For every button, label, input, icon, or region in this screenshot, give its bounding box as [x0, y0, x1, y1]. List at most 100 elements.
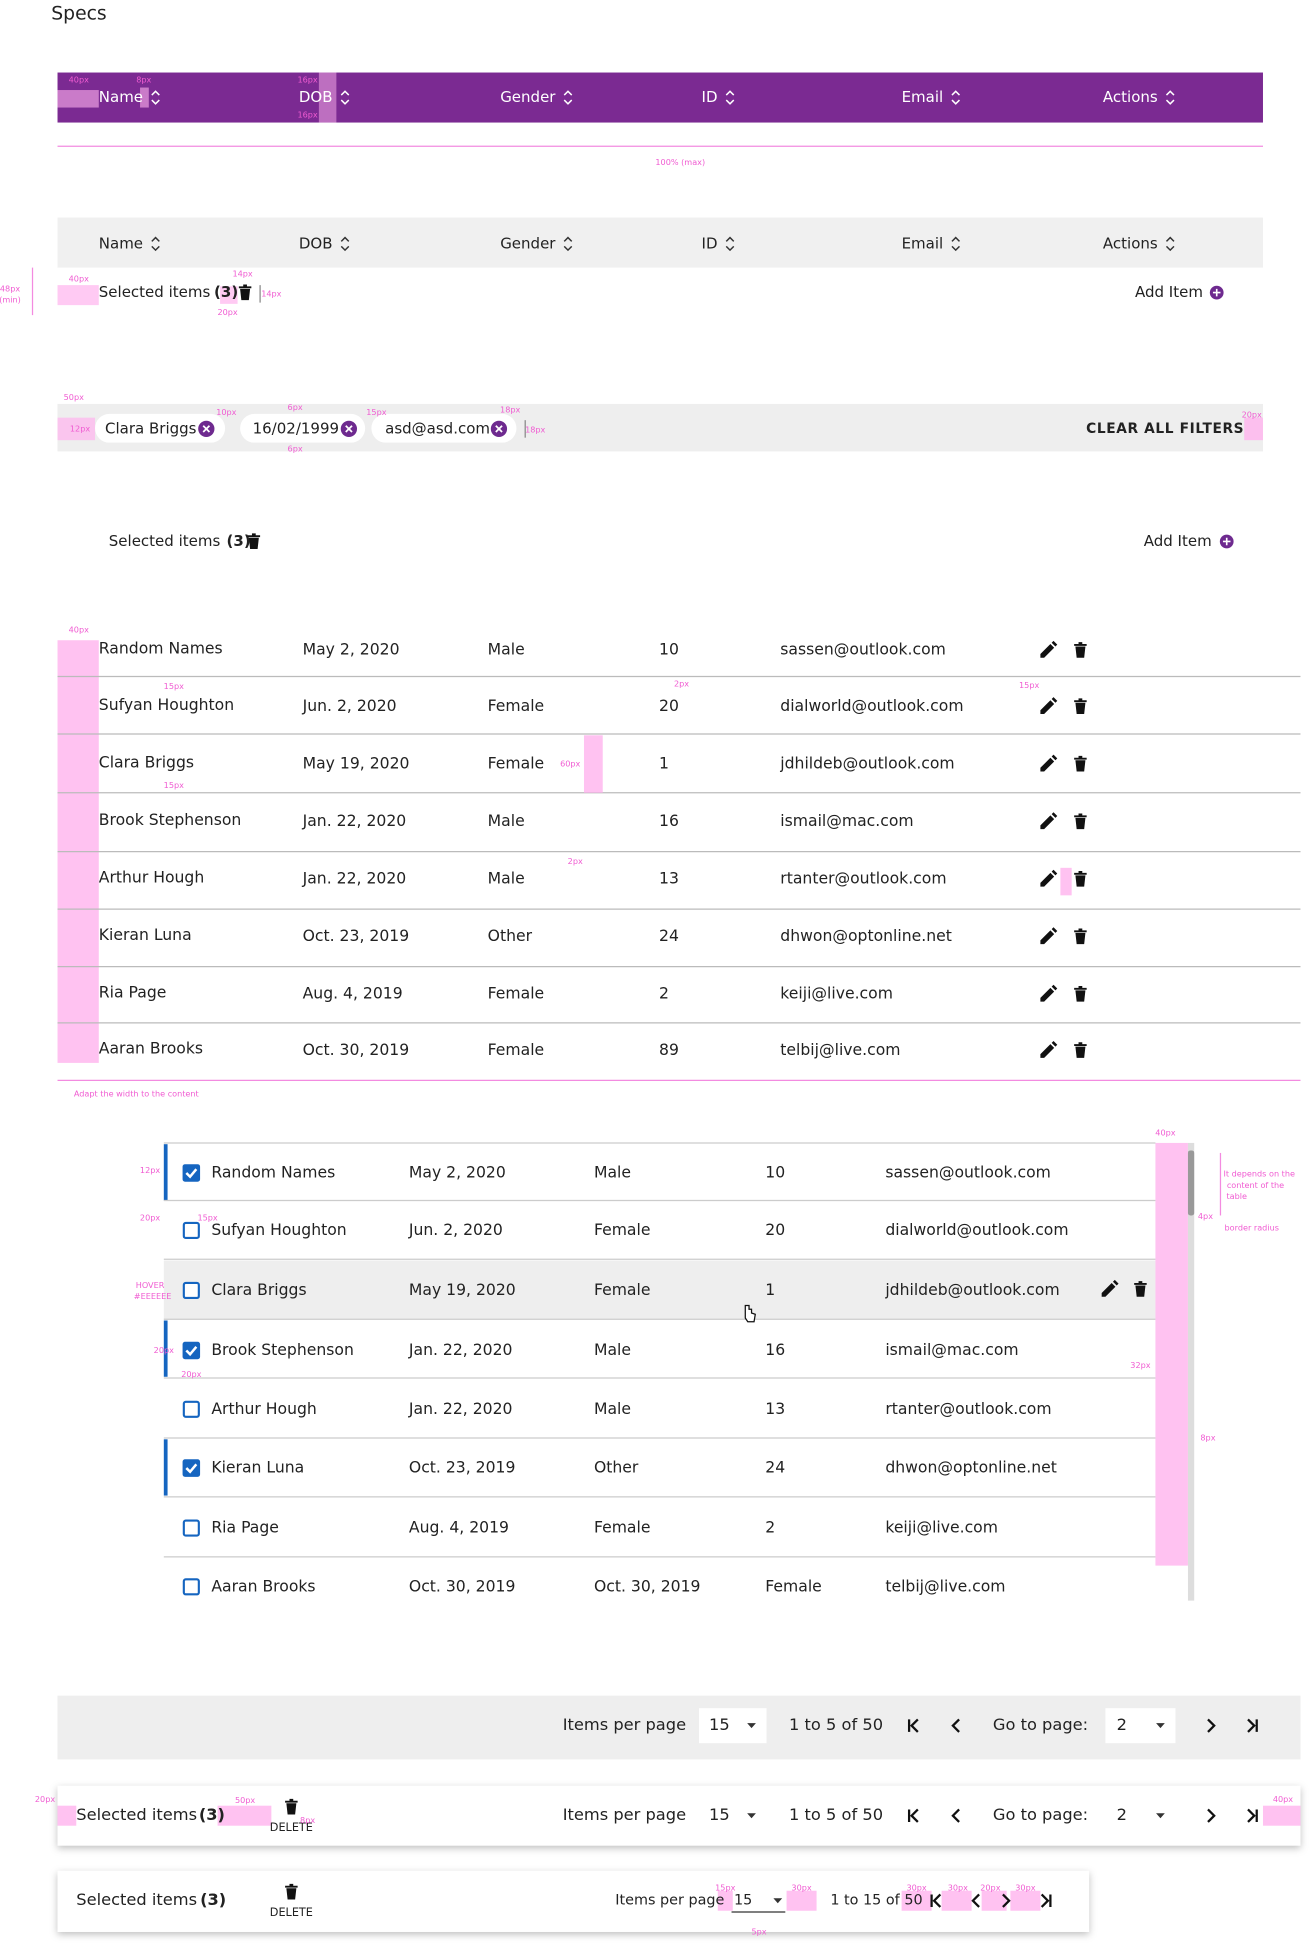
- table-cell: Sufyan Houghton: [211, 1220, 346, 1239]
- spec-annotation: 20px: [154, 1345, 174, 1355]
- edit-icon: [1101, 1279, 1119, 1297]
- sort-icon: [563, 90, 573, 105]
- selected-count: (3): [199, 1805, 225, 1824]
- table-cell: Kieran Luna: [211, 1458, 304, 1477]
- page-nav-icon: [1247, 1718, 1258, 1733]
- checkbox: [182, 1400, 200, 1418]
- table-cell: Kieran Luna: [99, 925, 192, 944]
- page-value[interactable]: 2: [1117, 1805, 1127, 1824]
- checkbox: [182, 1221, 200, 1240]
- table-cell: Ria Page: [99, 982, 167, 1001]
- table-cell: keiji@live.com: [885, 1518, 998, 1537]
- page-value[interactable]: 2: [1117, 1715, 1127, 1734]
- table-cell: Jan. 22, 2020: [408, 1399, 513, 1418]
- table-cell: ismail@mac.com: [780, 811, 913, 830]
- spec-annotation: #EEEEEE: [134, 1291, 172, 1301]
- column-header: Gender: [500, 234, 556, 252]
- sort-icon: [725, 90, 735, 105]
- spacing-marker: [57, 1805, 77, 1826]
- column-header: Actions: [1103, 234, 1158, 252]
- filter-chip: [240, 413, 366, 443]
- items-per-page-value[interactable]: 15: [734, 1893, 752, 1909]
- spec-annotation: 30px: [1015, 1883, 1035, 1893]
- table-cell: Female: [765, 1576, 822, 1595]
- dropdown-caret: [1156, 1723, 1165, 1729]
- table-cell: Female: [488, 1040, 545, 1059]
- page-nav-icon: [1207, 1718, 1216, 1733]
- filter-chip-label: Clara Briggs: [105, 419, 197, 437]
- table-cell: Aug. 4, 2019: [409, 1518, 509, 1537]
- delete-button[interactable]: DELETE: [270, 1906, 313, 1919]
- spec-annotation: 6px: [288, 443, 303, 453]
- table-cell: Arthur Hough: [99, 867, 204, 886]
- spec-annotation: border radius: [1225, 1222, 1279, 1232]
- sort-icon: [151, 90, 160, 105]
- selected-items: Selected items: [109, 532, 221, 550]
- table-cell: jdhildeb@outlook.com: [884, 1280, 1059, 1299]
- checkmark: [185, 1463, 198, 1474]
- page-nav-icon: [1002, 1893, 1011, 1908]
- table-cell: rtanter@outlook.com: [780, 869, 946, 888]
- spacing-marker: [318, 72, 337, 123]
- pagination-bar: [57, 1695, 1301, 1760]
- add-item[interactable]: Add Item: [1144, 532, 1212, 550]
- column-header: Gender: [500, 88, 556, 106]
- spec-annotation: 30px: [791, 1883, 811, 1893]
- checkbox: [182, 1578, 200, 1596]
- table-cell: Jan. 22, 2020: [302, 811, 407, 830]
- items-per-page-value[interactable]: 15: [709, 1715, 730, 1734]
- add-item[interactable]: Add Item: [1135, 283, 1203, 301]
- selected-row-marker: [163, 1144, 168, 1201]
- table-cell: Jun. 2, 2020: [302, 696, 397, 715]
- page-nav-icon: [1207, 1808, 1216, 1823]
- column-header: DOB: [299, 88, 333, 106]
- spec-annotation: 20px: [181, 1369, 201, 1379]
- table-cell: 20: [765, 1220, 785, 1239]
- table-cell: Female: [594, 1280, 651, 1299]
- selected-count: (3): [227, 532, 251, 550]
- table-cell: 16: [659, 811, 679, 830]
- checkbox: [182, 1164, 201, 1182]
- table-cell: 20: [659, 696, 679, 715]
- cursor-icon: [744, 1304, 756, 1323]
- page-nav-icon: [907, 1718, 919, 1733]
- trash-icon: [238, 284, 252, 301]
- checkbox: [182, 1341, 201, 1360]
- dropdown-caret: [747, 1813, 756, 1819]
- delete-button[interactable]: DELETE: [270, 1821, 313, 1834]
- page-nav-icon: [951, 1808, 960, 1823]
- clear-filters[interactable]: CLEAR ALL FILTERS: [1086, 421, 1244, 437]
- sort-icon: [725, 236, 735, 252]
- add-icon-plus: [1222, 537, 1231, 546]
- add-icon-plus: [1212, 288, 1221, 297]
- column-header: Name: [99, 234, 143, 252]
- table-cell: 1: [659, 754, 669, 773]
- items-per-page-value[interactable]: 15: [709, 1805, 730, 1824]
- checkmark: [185, 1168, 198, 1179]
- trash-icon: [1074, 642, 1087, 658]
- header-purple: [57, 72, 1263, 123]
- table-cell: 13: [659, 869, 679, 888]
- table-cell: Female: [594, 1220, 651, 1239]
- table-cell: 24: [659, 926, 679, 945]
- spec-annotation: 40px: [1155, 1127, 1175, 1137]
- table-cell: May 19, 2020: [409, 1280, 516, 1299]
- selected-items: Selected items: [76, 1890, 197, 1909]
- spacing-marker: [583, 735, 603, 793]
- column-header: ID: [702, 234, 718, 252]
- spacing-marker: [57, 90, 99, 108]
- spacing-marker: [57, 285, 99, 306]
- spec-annotation: 12px: [140, 1165, 160, 1175]
- spec-annotation: 8px: [1200, 1433, 1215, 1443]
- table-cell: dhwon@optonline.net: [885, 1458, 1057, 1477]
- trash-icon: [1074, 755, 1087, 772]
- sort-icon: [1165, 90, 1175, 105]
- spec-annotation: 40px: [69, 75, 89, 85]
- trash-icon: [1074, 698, 1087, 715]
- trash-icon: [1074, 870, 1087, 887]
- edit-icon: [1040, 697, 1058, 715]
- remove-filter-x: [495, 425, 503, 433]
- selected-count: (3): [214, 283, 238, 301]
- spec-annotation: 16px: [297, 110, 317, 120]
